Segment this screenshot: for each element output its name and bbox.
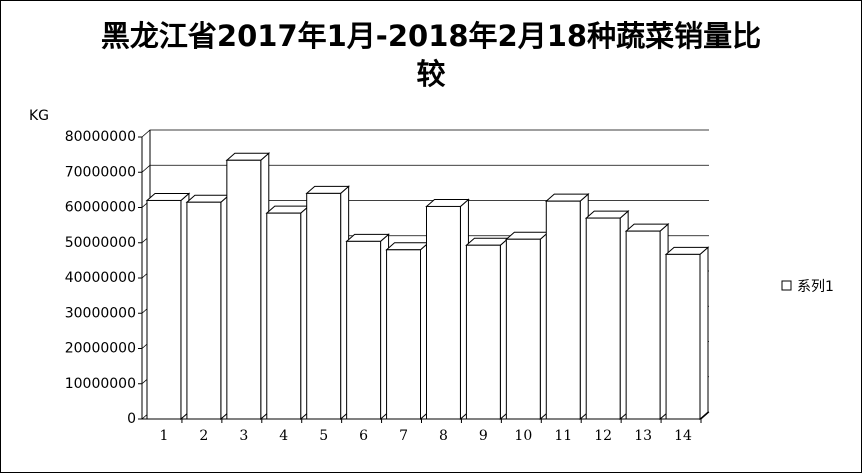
x-tick-label: 3 [239,428,248,444]
bar-top [584,210,630,219]
x-tick-label: 13 [634,428,652,444]
x-tick-label: 8 [439,428,448,444]
bar [386,249,422,420]
y-tick-label: 40000000 [65,270,136,286]
x-tick-label: 14 [674,428,692,444]
chart-title: 黑龙江省2017年1月-2018年2月18种蔬菜销量比较 [100,19,762,91]
x-tick-label: 10 [514,428,532,444]
y-tick-label: 50000000 [65,235,136,251]
bar [425,205,461,420]
bar [346,240,382,420]
bar [465,244,501,420]
bar [625,230,661,420]
bar [306,192,342,420]
y-tick-label: 80000000 [65,129,136,145]
bar [146,199,182,420]
legend-swatch [781,280,792,291]
y-tick-label: 70000000 [65,164,136,180]
y-tick-label: 20000000 [65,341,136,357]
bar-top [465,237,510,246]
bar [505,238,541,420]
bar [226,159,262,420]
bar-top [345,233,390,242]
grid-line [141,129,709,138]
bar-top [305,185,350,194]
bar [266,212,302,420]
bar-top [385,242,430,251]
bar-top [145,192,191,201]
y-tick-label: 60000000 [65,200,136,216]
grid-line [141,164,709,173]
legend-label: 系列1 [797,279,834,295]
bar-top [425,198,470,207]
x-tick-label: 6 [359,428,368,444]
bar [665,253,701,420]
x-tick-label: 5 [319,428,328,444]
x-tick-label: 4 [279,428,288,444]
bar-top [505,231,550,240]
x-tick-label: 12 [594,428,612,444]
bar-top [624,223,670,232]
x-tick-label: 9 [479,428,488,444]
x-tick-label: 1 [160,428,169,444]
wall-edge [700,411,710,420]
bar-top [185,194,231,203]
bar-top [544,193,590,202]
y-tick-label: 30000000 [65,305,136,321]
x-tick-label: 2 [199,428,208,444]
x-tick-label: 11 [554,428,572,444]
bar [186,201,222,420]
bar-side [699,246,709,421]
x-tick-label: 7 [399,428,408,444]
bar [545,200,581,420]
y-tick-label: 0 [127,411,136,427]
bar-top [265,205,311,214]
bar-top [225,152,271,161]
y-axis-label: KG [29,108,49,124]
bar-top [664,246,710,255]
bar [585,217,621,420]
y-tick-label: 10000000 [65,376,136,392]
